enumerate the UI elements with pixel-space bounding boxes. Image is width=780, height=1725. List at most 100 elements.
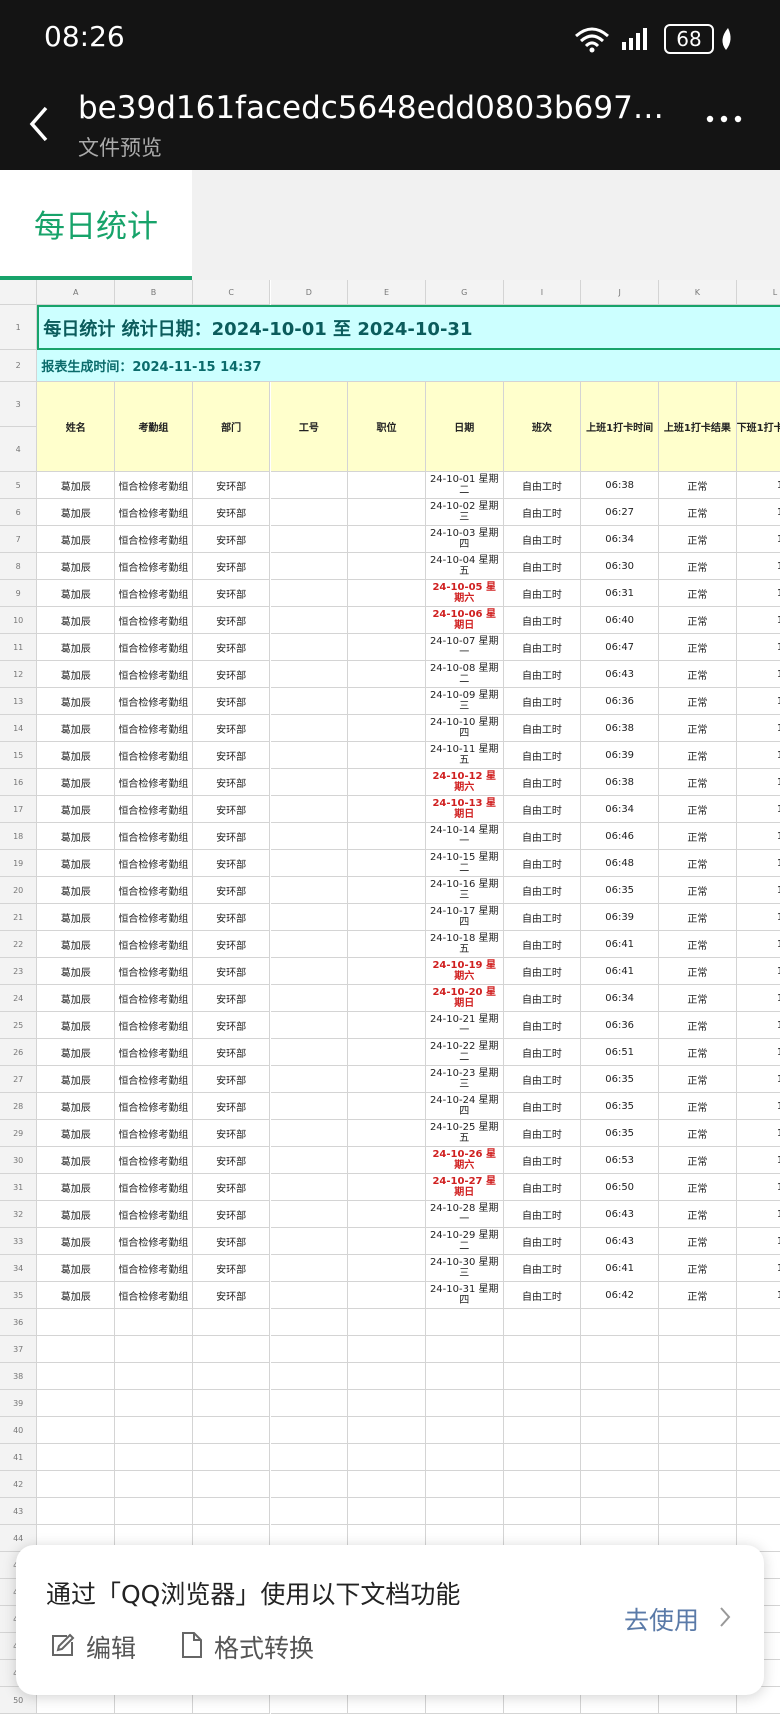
out-time-cell: 17:0	[736, 877, 780, 904]
out-time-cell: 17:0	[736, 904, 780, 931]
empty-cell	[425, 1390, 504, 1417]
date-cell: 24-10-05 星期六	[425, 580, 504, 607]
row-number: 5	[0, 472, 38, 499]
convert-button[interactable]: 格式转换	[214, 1634, 315, 1663]
row-number: 22	[0, 931, 38, 958]
empty-cell	[348, 661, 426, 688]
group-cell: 恒合检修考勤组	[115, 931, 193, 958]
empty-cell	[270, 985, 349, 1012]
more-button[interactable]	[704, 112, 744, 126]
row-number: 2	[0, 350, 38, 382]
dept-cell: 安环部	[192, 931, 271, 958]
name-cell: 葛加辰	[37, 634, 116, 661]
group-cell: 恒合检修考勤组	[115, 661, 193, 688]
empty-cell	[270, 850, 349, 877]
empty-cell	[192, 1390, 271, 1417]
empty-cell	[659, 1309, 737, 1336]
edit-button[interactable]: 编辑	[86, 1634, 137, 1663]
shift-cell: 自由工时	[503, 715, 582, 742]
group-cell: 恒合检修考勤组	[115, 607, 193, 634]
empty-cell	[270, 1390, 349, 1417]
dept-cell: 安环部	[192, 1147, 271, 1174]
empty-cell	[270, 1147, 349, 1174]
out-time-cell: 17:0	[736, 931, 780, 958]
name-cell: 葛加辰	[37, 796, 116, 823]
row-number: 32	[0, 1201, 38, 1228]
row-number: 23	[0, 958, 38, 985]
empty-cell	[270, 1282, 349, 1309]
in-time-cell: 06:51	[581, 1039, 659, 1066]
spreadsheet: A B C D E G I J K L 1 2 3 4 5 6 7 8 9 10 11 12 13 14 15 16 17 18 19 2…	[0, 280, 780, 1725]
empty-cell	[736, 1390, 780, 1417]
in-result-cell: 正常	[659, 1282, 737, 1309]
out-time-cell: 17:0	[736, 472, 780, 499]
empty-cell	[115, 1390, 193, 1417]
row-number: 20	[0, 877, 38, 904]
column-letter: K	[659, 280, 737, 305]
out-time-cell: 17:0	[736, 1066, 780, 1093]
empty-cell	[348, 985, 426, 1012]
empty-cell	[270, 715, 349, 742]
name-cell: 葛加辰	[37, 958, 116, 985]
date-cell: 24-10-09 星期三	[425, 688, 504, 715]
row-number: 18	[0, 823, 38, 850]
dept-cell: 安环部	[192, 823, 271, 850]
column-letter: C	[192, 280, 271, 305]
shift-cell: 自由工时	[503, 499, 582, 526]
row-number: 26	[0, 1039, 38, 1066]
row-number: 28	[0, 1093, 38, 1120]
empty-cell	[348, 958, 426, 985]
header-cell: 考勤组	[115, 382, 193, 472]
empty-cell	[37, 1687, 116, 1714]
in-result-cell: 正常	[659, 607, 737, 634]
out-time-cell: 17:0	[736, 634, 780, 661]
shift-cell: 自由工时	[503, 904, 582, 931]
empty-cell	[270, 472, 349, 499]
empty-cell	[270, 931, 349, 958]
use-button[interactable]: 去使用	[624, 1606, 700, 1635]
empty-cell	[270, 1228, 349, 1255]
empty-cell	[270, 1309, 349, 1336]
group-cell: 恒合检修考勤组	[115, 796, 193, 823]
out-time-cell: 18:1	[736, 742, 780, 769]
in-result-cell: 正常	[659, 769, 737, 796]
dept-cell: 安环部	[192, 1093, 271, 1120]
row-number: 19	[0, 850, 38, 877]
header-cell: 姓名	[37, 382, 116, 472]
empty-cell	[736, 1471, 780, 1498]
in-result-cell: 正常	[659, 1120, 737, 1147]
sheet-tab[interactable]: 每日统计	[0, 170, 192, 280]
empty-cell	[348, 931, 426, 958]
empty-cell	[348, 1309, 426, 1336]
group-cell: 恒合检修考勤组	[115, 742, 193, 769]
row-number: 39	[0, 1390, 38, 1417]
dept-cell: 安环部	[192, 904, 271, 931]
name-cell: 葛加辰	[37, 1174, 116, 1201]
name-cell: 葛加辰	[37, 715, 116, 742]
in-time-cell: 06:43	[581, 1228, 659, 1255]
in-result-cell: 正常	[659, 553, 737, 580]
in-time-cell: 06:34	[581, 526, 659, 553]
group-cell: 恒合检修考勤组	[115, 1147, 193, 1174]
column-letter: I	[503, 280, 582, 305]
shift-cell: 自由工时	[503, 634, 582, 661]
out-time-cell: 17:0	[736, 823, 780, 850]
battery: 68	[664, 24, 714, 54]
back-button[interactable]	[26, 104, 52, 144]
empty-cell	[659, 1498, 737, 1525]
empty-cell	[270, 1201, 349, 1228]
empty-cell	[503, 1336, 582, 1363]
empty-cell	[348, 1390, 426, 1417]
title-cell: 每日统计 统计日期：2024-10-01 至 2024-10-31	[37, 305, 780, 350]
shift-cell: 自由工时	[503, 958, 582, 985]
row-number: 24	[0, 985, 38, 1012]
out-time-cell: 17:0	[736, 1228, 780, 1255]
empty-cell	[348, 1039, 426, 1066]
date-cell: 24-10-20 星期日	[425, 985, 504, 1012]
empty-cell	[348, 1012, 426, 1039]
app-banner: 通过「QQ浏览器」使用以下文档功能 编辑 格式转换 去使用	[16, 1545, 764, 1695]
column-letter: L	[736, 280, 780, 305]
group-cell: 恒合检修考勤组	[115, 715, 193, 742]
name-cell: 葛加辰	[37, 1012, 116, 1039]
date-cell: 24-10-11 星期五	[425, 742, 504, 769]
